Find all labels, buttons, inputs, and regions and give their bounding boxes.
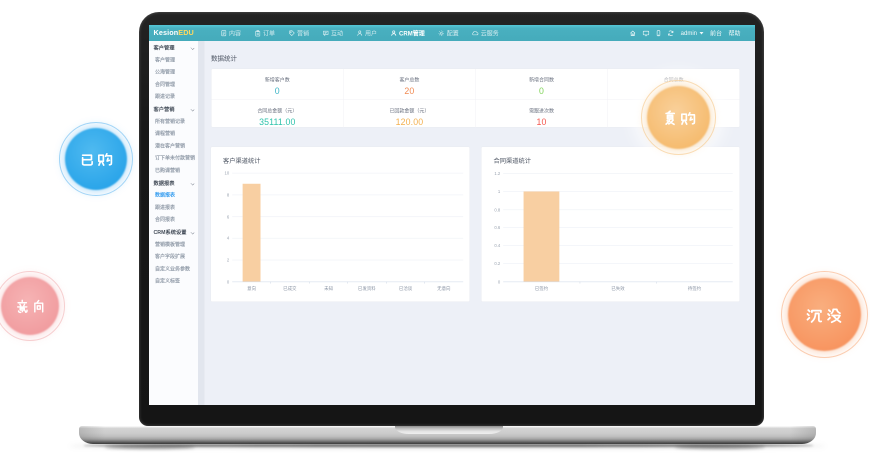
svg-text:0: 0 [498,279,501,284]
svg-text:已失效: 已失效 [611,285,625,292]
svg-text:已发资料: 已发资料 [358,285,376,292]
svg-text:0.6: 0.6 [494,225,501,230]
svg-text:1.2: 1.2 [494,171,501,176]
svg-text:0: 0 [227,279,230,284]
svg-text:10: 10 [225,171,230,176]
svg-text:已签约: 已签约 [535,285,549,292]
svg-text:无意向: 无意向 [437,285,451,292]
svg-text:0.2: 0.2 [494,261,501,266]
svg-text:0.4: 0.4 [494,243,501,248]
svg-text:未知: 未知 [324,285,333,292]
svg-text:8: 8 [227,192,230,197]
svg-text:1: 1 [498,189,501,194]
svg-text:已洽谈: 已洽谈 [399,285,413,292]
svg-text:4: 4 [227,236,230,241]
svg-text:0.8: 0.8 [494,207,501,212]
svg-text:已成交: 已成交 [283,285,297,292]
svg-text:待签约: 待签约 [688,285,702,292]
svg-text:2: 2 [227,258,230,263]
svg-text:6: 6 [227,214,230,219]
svg-text:意向: 意向 [247,285,256,291]
